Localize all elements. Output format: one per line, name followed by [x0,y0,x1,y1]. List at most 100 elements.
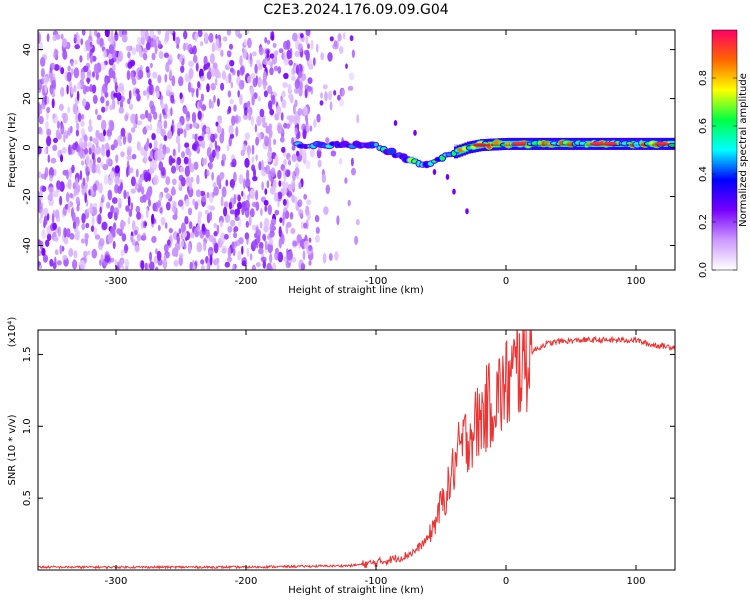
heatmap-cell [273,65,279,72]
heatmap-cell [452,188,456,195]
heatmap-cell [125,62,128,68]
heatmap-cell [80,38,83,46]
heatmap-cell [223,234,229,240]
spectrogram-y-label: Frequency (Hz) [7,112,18,188]
heatmap-cell [261,181,264,191]
heatmap-cell [233,232,238,239]
heatmap-cells [38,30,675,270]
heatmap-cell [256,115,262,126]
heatmap-cell [291,67,296,76]
heatmap-cell [91,152,95,160]
heatmap-cell [116,86,123,93]
heatmap-cell [266,180,270,189]
heatmap-cell [175,134,181,145]
heatmap-cell [189,123,193,129]
heatmap-cell [308,260,312,266]
heatmap-cell [255,262,261,268]
heatmap-cell [165,146,170,154]
heatmap-cell [95,108,98,116]
heatmap-cell [297,108,303,116]
heatmap-cell [301,221,304,230]
heatmap-cell [109,104,113,111]
heatmap-cell [116,228,122,235]
heatmap-cell [229,133,235,139]
heatmap-cell [233,171,237,183]
heatmap-cell [280,136,285,143]
heatmap-cell [144,262,148,270]
heatmap-cell [67,178,72,190]
heatmap-cell [225,179,229,187]
heatmap-cell [266,262,272,270]
heatmap-cell [300,33,304,39]
heatmap-cell [238,33,242,39]
heatmap-cell [153,174,159,186]
heatmap-cell [247,75,252,84]
heatmap-cell [84,192,87,204]
heatmap-cell [73,85,77,93]
heatmap-cell [91,163,97,174]
heatmap-cell [192,54,198,63]
heatmap-cell [145,66,150,73]
heatmap-cell [186,116,189,123]
heatmap-cell [124,258,129,269]
heatmap-cell [178,255,183,266]
heatmap-cell [219,132,224,144]
heatmap-cell [97,213,102,225]
heatmap-cell [254,63,258,74]
heatmap-cell [138,177,143,186]
heatmap-cell [205,229,210,239]
heatmap-cell [161,103,165,110]
heatmap-cell [187,43,193,54]
heatmap-cell [241,260,247,267]
heatmap-cell [301,149,307,160]
heatmap-cell [215,38,220,47]
heatmap-cell [305,35,309,45]
heatmap-cell [129,167,134,174]
heatmap-cell [109,170,115,180]
heatmap-cell [66,71,72,82]
heatmap-cell [81,223,86,231]
heatmap-cell [283,173,287,181]
heatmap-cell [118,50,123,62]
heatmap-cell [251,144,255,155]
heatmap-cell [121,265,125,270]
heatmap-cell [255,154,258,161]
heatmap-cell [98,238,105,247]
heatmap-cell [75,177,79,187]
heatmap-cell [86,173,89,183]
heatmap-cell [230,81,234,89]
heatmap-cell [140,186,145,195]
heatmap-cell [179,253,184,259]
heatmap-cell [274,113,280,121]
heatmap-cell [130,113,136,124]
heatmap-cell [135,205,141,213]
heatmap-cell [104,174,108,185]
heatmap-cell [91,84,97,94]
heatmap-cell [46,128,52,137]
heatmap-cell [278,127,284,135]
heatmap-cell [272,262,277,270]
heatmap-cell [95,72,99,81]
heatmap-cell [164,103,168,114]
y-tick-label: -20 [22,188,33,204]
heatmap-cell [182,231,188,238]
heatmap-cell [241,190,244,197]
heatmap-cell [65,192,70,203]
heatmap-cell [43,172,47,180]
heatmap-cell [268,100,273,110]
heatmap-cell [70,68,74,76]
heatmap-cell [216,263,220,270]
heatmap-cell [155,266,159,270]
heatmap-cell [285,169,291,177]
heatmap-cell [263,81,267,90]
heatmap-cell [73,250,78,259]
heatmap-cell [81,160,85,166]
heatmap-cell [101,119,107,131]
heatmap-cell [149,261,155,270]
heatmap-cell [210,82,216,91]
heatmap-cell [286,221,292,228]
heatmap-cell [267,204,272,216]
heatmap-cell [96,114,102,121]
heatmap-cell [192,198,196,206]
heatmap-cell [60,154,63,163]
